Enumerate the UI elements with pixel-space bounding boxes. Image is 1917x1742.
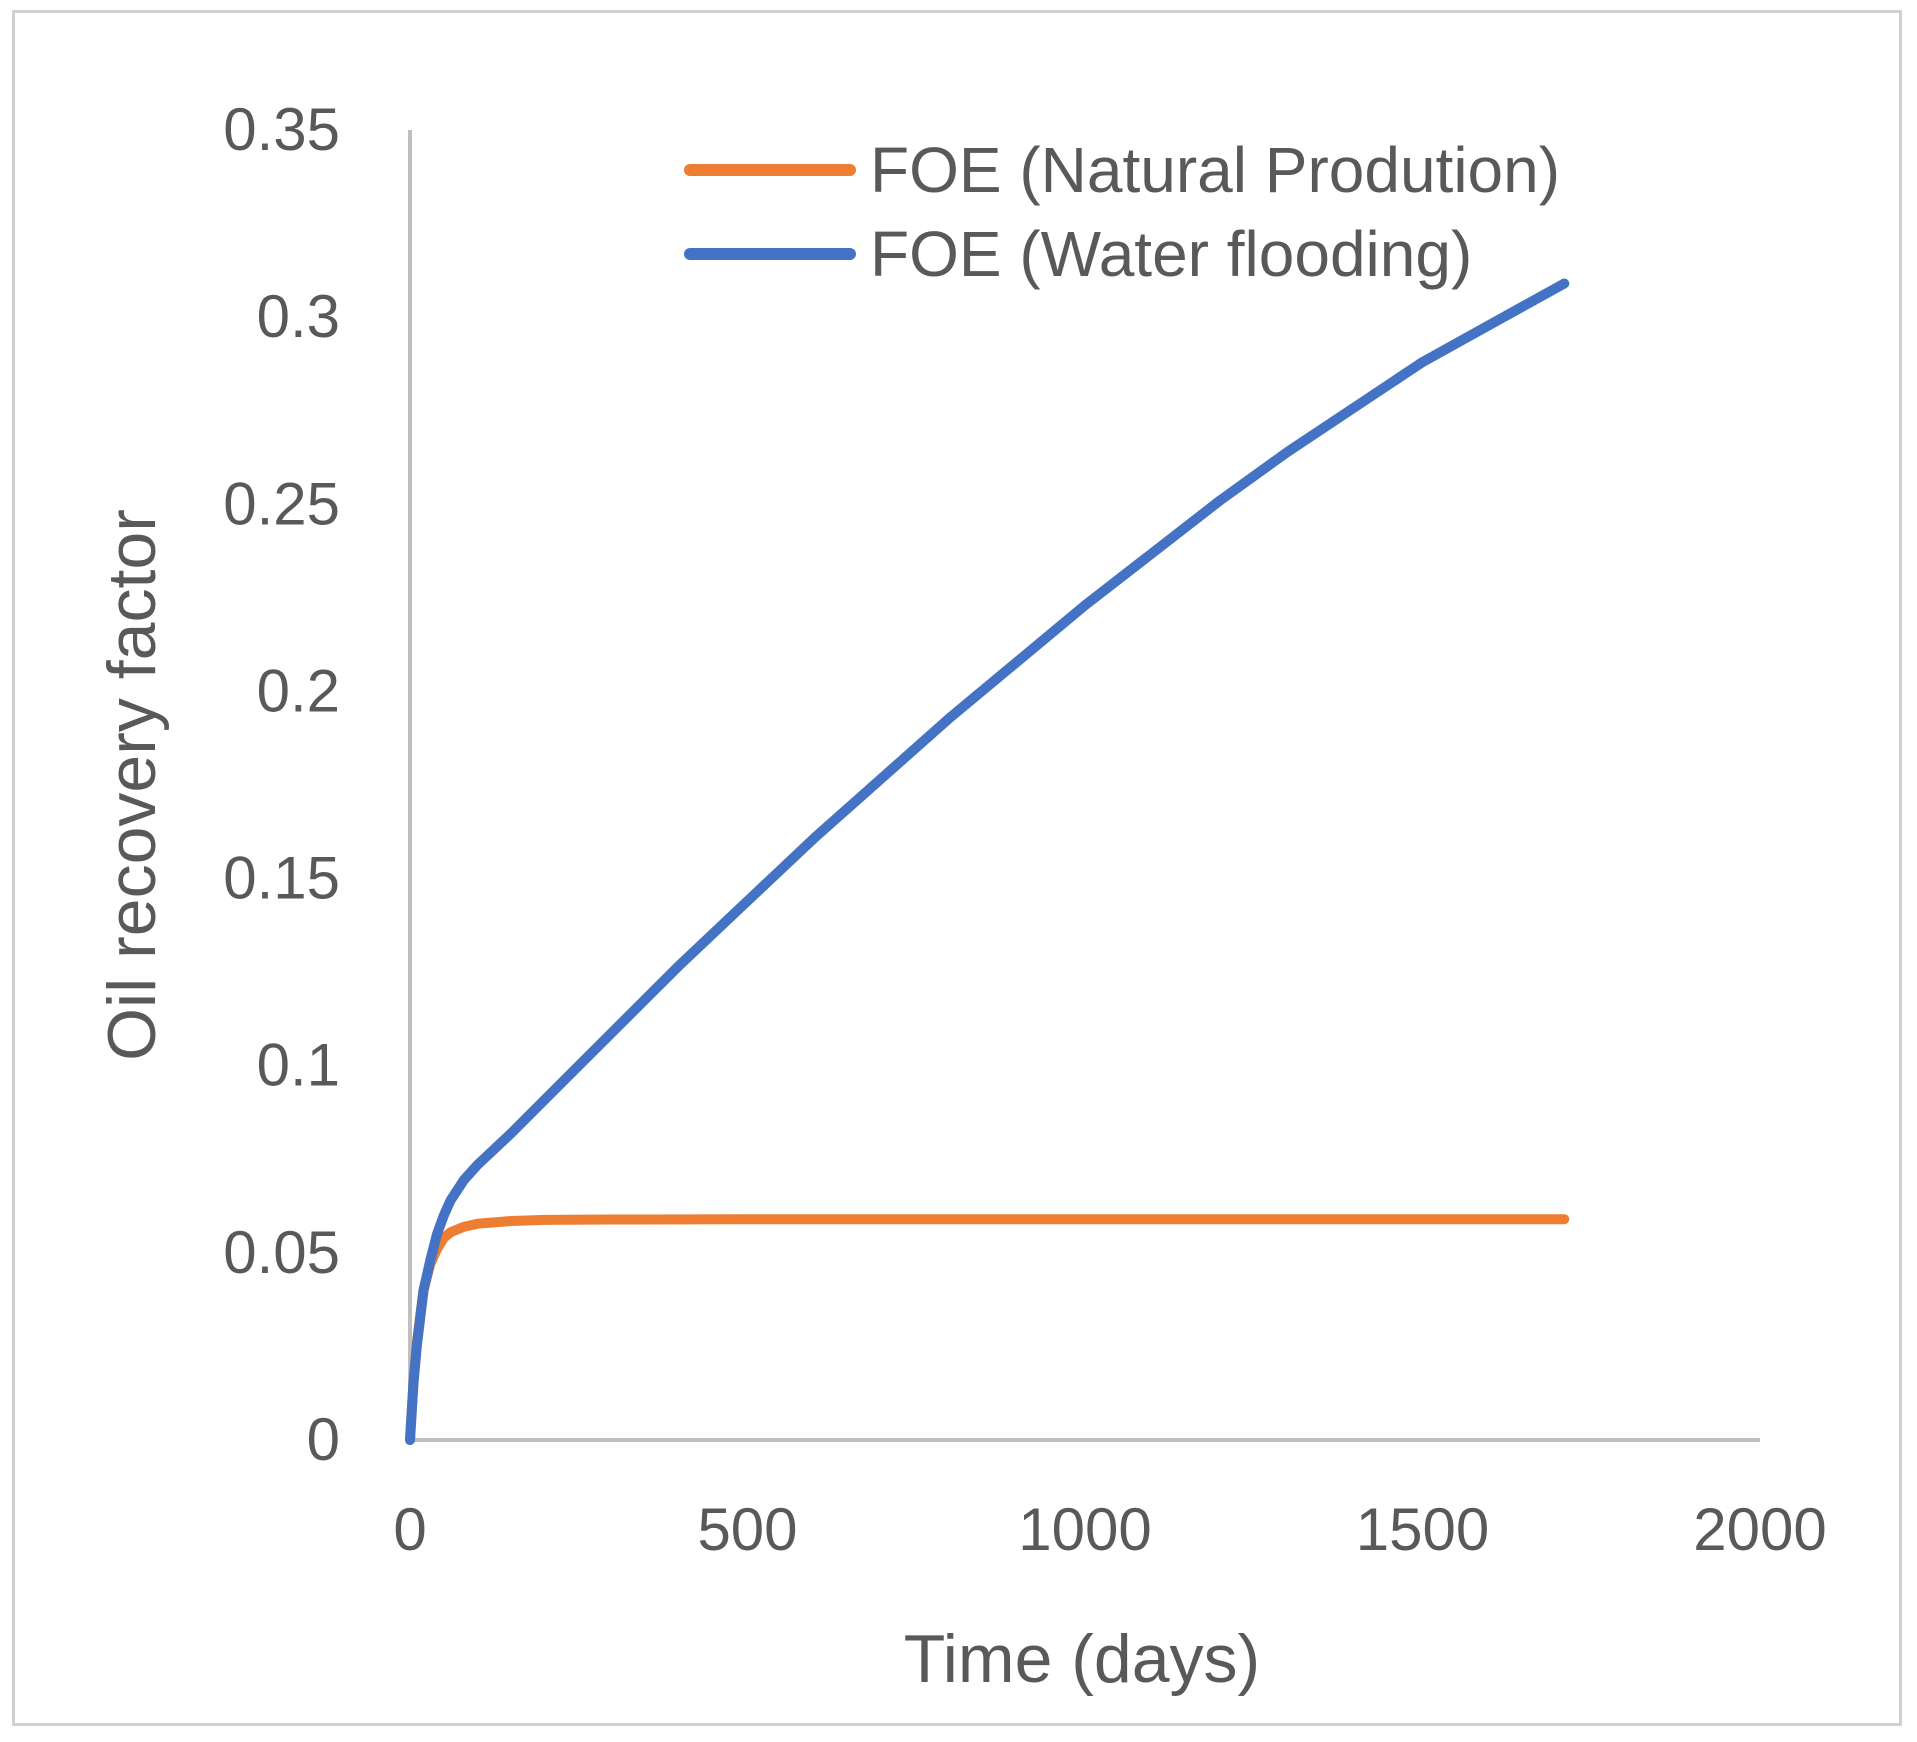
y-tick-label: 0.1 [257,1032,340,1099]
y-tick-label: 0.15 [223,845,340,912]
legend-label-1: FOE (Natural Prodution) [870,134,1560,206]
x-tick-label: 2000 [1693,1496,1826,1563]
y-tick-label: 0 [307,1406,340,1473]
y-tick-label: 0.25 [223,470,340,537]
y-tick-label: 0.2 [257,657,340,724]
x-tick-label: 0 [393,1496,426,1563]
y-tick-label: 0.3 [257,283,340,350]
x-tick-label: 500 [697,1496,797,1563]
x-tick-label: 1500 [1356,1496,1489,1563]
x-axis-ticks: 0 500 1000 1500 2000 [393,1496,1826,1563]
series-layer [405,278,1570,1445]
series-line-2 [405,278,1570,1445]
series-line-1 [405,1214,1570,1445]
y-axis-ticks: 0 0.05 0.1 0.15 0.2 0.25 0.3 0.35 [223,96,340,1473]
x-axis-title: Time (days) [904,1621,1260,1697]
y-tick-label: 0.35 [223,96,340,163]
legend-label-2: FOE (Water flooding) [870,218,1472,290]
y-tick-label: 0.05 [223,1219,340,1286]
legend: FOE (Natural Prodution) FOE (Water floodi… [684,134,1560,290]
x-tick-label: 1000 [1018,1496,1151,1563]
y-axis-title: Oil recovery factor [94,509,170,1061]
